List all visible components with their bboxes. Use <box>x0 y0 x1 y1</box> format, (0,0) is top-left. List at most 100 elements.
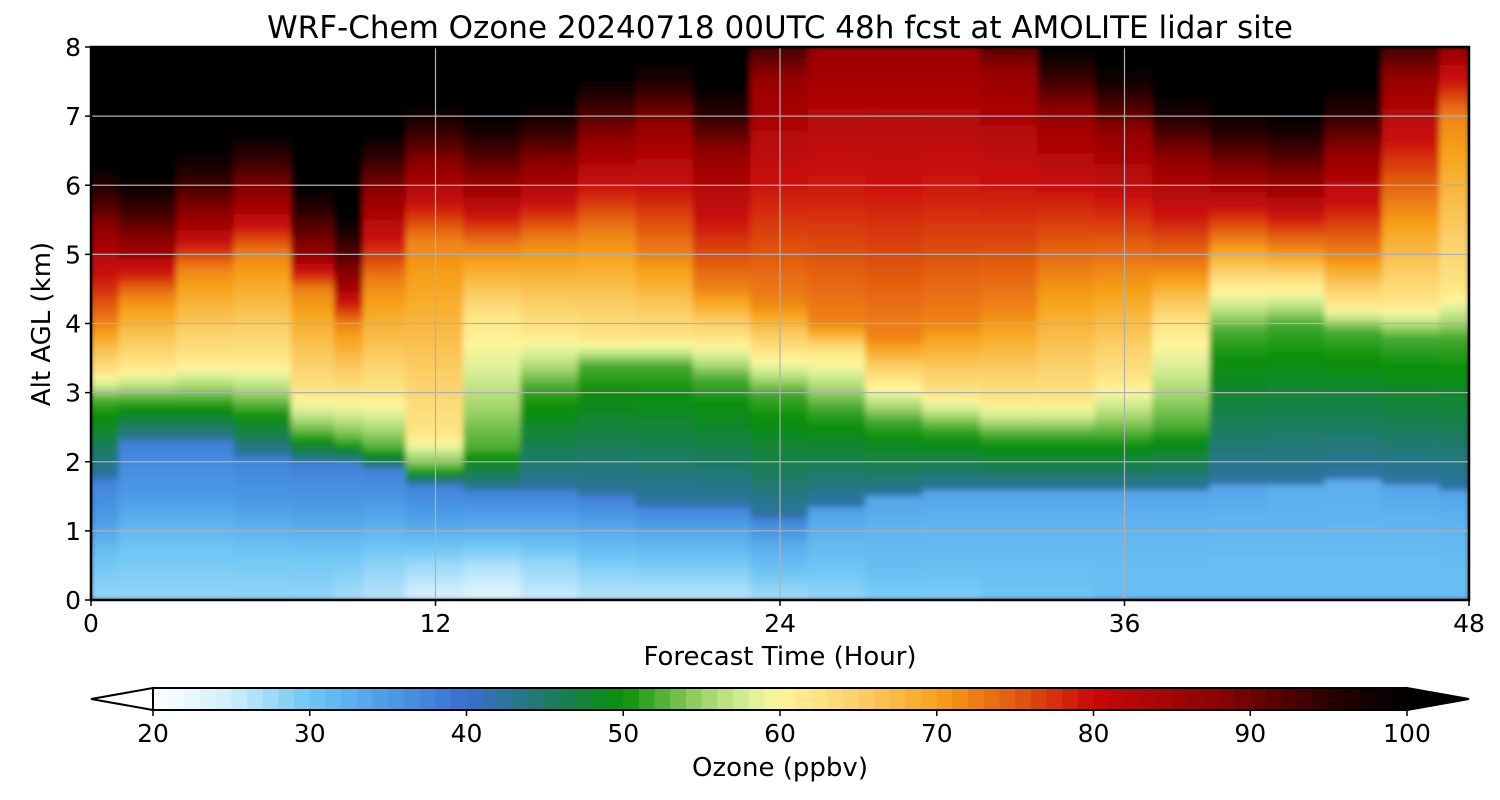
ozone-cell <box>1381 228 1442 237</box>
ozone-cell <box>91 117 121 126</box>
ozone-cell <box>290 549 337 557</box>
ozone-cell <box>979 471 1040 480</box>
ozone-cell <box>1209 488 1270 496</box>
colorbar-segment <box>874 688 891 710</box>
x-tick-label: 48 <box>1453 609 1485 638</box>
ozone-cell <box>362 178 408 187</box>
ozone-cell <box>1439 145 1469 154</box>
ozone-cell <box>1209 477 1270 485</box>
ozone-cell <box>290 305 337 314</box>
ozone-cell <box>1267 256 1327 264</box>
ozone-cell <box>807 57 868 65</box>
ozone-cell <box>176 316 236 325</box>
ozone-cell <box>578 438 638 447</box>
ozone-cell <box>1037 68 1097 76</box>
ozone-cell <box>578 433 638 441</box>
ozone-cell <box>91 283 121 292</box>
ozone-cell <box>692 377 753 386</box>
ozone-cell <box>520 156 581 165</box>
ozone-cell <box>1381 294 1442 303</box>
ozone-cell <box>922 162 982 170</box>
ozone-cell <box>290 95 337 104</box>
colorbar-segment <box>341 688 358 710</box>
ozone-cell <box>1381 84 1442 93</box>
ozone-cell <box>91 73 121 82</box>
ozone-cell <box>176 504 236 513</box>
ozone-cell <box>463 333 523 342</box>
ozone-cell <box>692 117 753 126</box>
ozone-cell <box>118 422 179 430</box>
ozone-cell <box>807 333 868 342</box>
ozone-cell <box>463 134 523 143</box>
ozone-cell <box>1037 195 1097 203</box>
ozone-cell <box>1209 211 1270 220</box>
ozone-cell <box>176 167 236 176</box>
ozone-cell <box>176 355 236 364</box>
ozone-cell <box>578 554 638 563</box>
ozone-cell <box>1037 289 1097 297</box>
ozone-cell <box>1152 178 1212 187</box>
ozone-cell <box>979 455 1040 463</box>
ozone-cell <box>1324 167 1384 176</box>
ozone-cell <box>1209 366 1270 375</box>
ozone-cell <box>1037 228 1097 237</box>
ozone-cell <box>290 300 337 308</box>
ozone-cell <box>692 84 753 93</box>
ozone-cell <box>1439 422 1469 430</box>
ozone-cell <box>692 433 753 441</box>
ozone-cell <box>176 538 236 546</box>
ozone-cell <box>233 361 293 369</box>
ozone-cell <box>91 549 121 557</box>
colorbar-segments <box>153 688 1408 710</box>
ozone-cell <box>635 554 695 563</box>
ozone-cell <box>865 217 925 225</box>
ozone-cell <box>1267 200 1327 209</box>
ozone-cell <box>1037 272 1097 281</box>
ozone-cell <box>1439 521 1469 530</box>
ozone-cell <box>1152 538 1212 546</box>
ozone-cell <box>1381 339 1442 347</box>
ozone-cell <box>692 294 753 303</box>
ozone-cell <box>463 239 523 248</box>
ozone-cell <box>520 162 581 170</box>
ozone-cell <box>1152 549 1212 557</box>
ozone-cell <box>1439 444 1469 452</box>
ozone-cell <box>865 178 925 187</box>
colorbar-segment <box>309 688 327 710</box>
ozone-cell <box>233 427 293 436</box>
ozone-cell <box>578 344 638 353</box>
ozone-cell <box>1037 339 1097 347</box>
ozone-cell <box>1267 178 1327 187</box>
ozone-cell <box>807 460 868 469</box>
ozone-cell <box>922 460 982 469</box>
ozone-cell <box>520 278 581 286</box>
ozone-cell <box>1152 217 1212 225</box>
ozone-cell <box>578 184 638 192</box>
ozone-cell <box>979 289 1040 297</box>
ozone-cell <box>520 134 581 143</box>
ozone-cell <box>1381 477 1442 485</box>
ozone-cell <box>118 516 179 524</box>
ozone-cell <box>979 394 1040 402</box>
ozone-cell <box>1324 383 1384 391</box>
ozone-cell <box>1381 79 1442 87</box>
colorbar-segment <box>811 688 828 710</box>
ozone-cell <box>233 516 293 524</box>
ozone-cell <box>635 184 695 192</box>
ozone-cell <box>362 79 408 87</box>
ozone-cell <box>807 328 868 336</box>
ozone-cell <box>1037 211 1097 220</box>
ozone-cell <box>1381 140 1442 148</box>
ozone-cell <box>1324 493 1384 502</box>
colorbar-segment <box>764 688 781 710</box>
colorbar-tick-label: 20 <box>137 719 169 748</box>
ozone-cell <box>290 521 337 530</box>
ozone-cell <box>362 134 408 143</box>
colorbar-segment <box>576 688 593 710</box>
colorbar-tick-label: 60 <box>764 719 796 748</box>
ozone-cell <box>1152 344 1212 353</box>
ozone-cell <box>1152 272 1212 281</box>
ozone-cell <box>1152 189 1212 198</box>
ozone-cell <box>362 361 408 369</box>
ozone-cell <box>979 449 1040 458</box>
